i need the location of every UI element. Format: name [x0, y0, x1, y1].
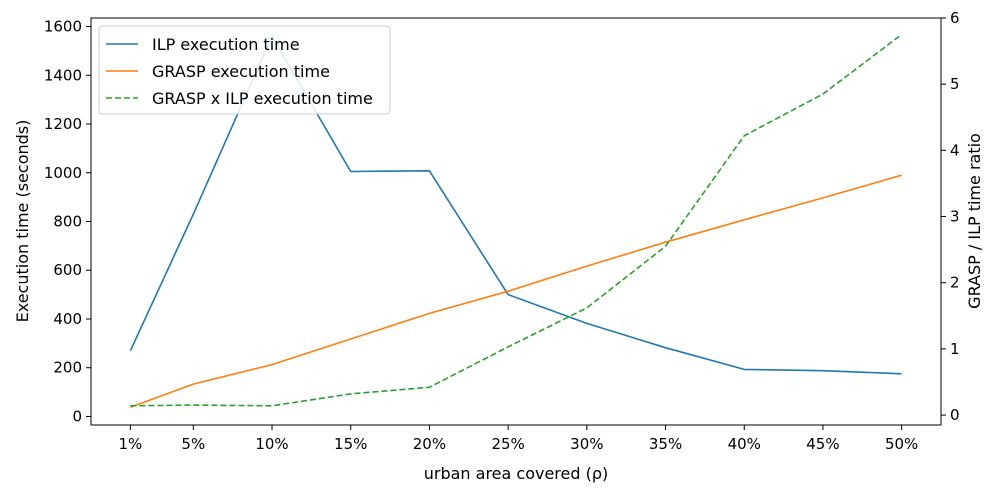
x-tick-label: 50%: [885, 435, 918, 453]
x-axis-title: urban area covered (ρ): [424, 464, 609, 483]
x-axis-title-text: urban area covered (ρ): [424, 464, 609, 483]
x-tick-label: 5%: [181, 435, 205, 453]
legend-label: GRASP execution time: [152, 62, 330, 81]
x-tick-label: 15%: [334, 435, 367, 453]
y-right-tick-label: 0: [950, 406, 960, 424]
x-tick-label: 1%: [118, 435, 142, 453]
y-right-tick-label: 6: [950, 9, 960, 27]
y-axis-title-left: Execution time (seconds): [13, 120, 32, 323]
y-right-tick-label: 2: [950, 274, 960, 292]
y-axis-title-right: GRASP / ILP time ratio: [965, 133, 984, 309]
x-tick-label: 20%: [413, 435, 446, 453]
y-left-tick-label: 1400: [44, 66, 82, 84]
series-line-grasp-execution-time: [130, 174, 902, 408]
legend-label: GRASP x ILP execution time: [152, 89, 373, 108]
y-right-tick-label: 4: [950, 141, 960, 159]
x-tick-label: 30%: [570, 435, 603, 453]
y-left-tick-label: 1600: [44, 18, 82, 36]
y-left-tick-label: 1000: [44, 164, 82, 182]
x-tick-label: 25%: [491, 435, 524, 453]
y-left-tick-label: 600: [53, 261, 82, 279]
y-left-tick-label: 200: [53, 359, 82, 377]
y-right-tick-label: 3: [950, 208, 960, 226]
y-left-tick-label: 400: [53, 310, 82, 328]
x-tick-label: 40%: [728, 435, 761, 453]
y-left-tick-label: 1200: [44, 115, 82, 133]
y-right-tick-label: 1: [950, 340, 960, 358]
x-tick-label: 35%: [649, 435, 682, 453]
axes-ticks: 1% 5% 10% 15% 20% 25% 30% 35% 40% 45% 50%020040060…: [44, 9, 960, 453]
legend: ILP execution time GRASP execution time GR…: [98, 25, 391, 115]
series-line-grasp-x-ilp-execution-time: [130, 33, 903, 407]
y-left-tick-label: 800: [53, 213, 82, 231]
y-right-tick-label: 5: [950, 75, 960, 93]
y-left-tick-label: 0: [72, 407, 82, 425]
x-tick-label: 45%: [806, 435, 839, 453]
legend-label: ILP execution time: [152, 35, 300, 54]
legend-box: [98, 25, 391, 115]
x-tick-label: 10%: [255, 435, 288, 453]
